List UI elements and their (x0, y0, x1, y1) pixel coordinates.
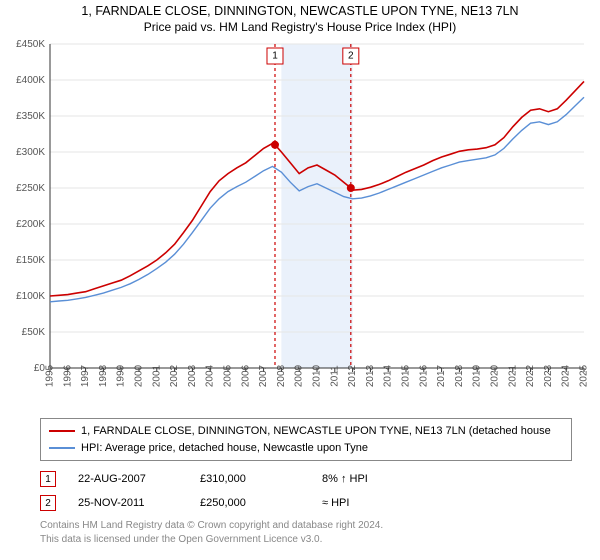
y-tick-label: £450K (16, 39, 45, 50)
footer-notes: Contains HM Land Registry data © Crown c… (40, 519, 572, 546)
chart-title: 1, FARNDALE CLOSE, DINNINGTON, NEWCASTLE… (0, 4, 600, 18)
legend-box: 1, FARNDALE CLOSE, DINNINGTON, NEWCASTLE… (40, 418, 572, 461)
legend-swatch (49, 430, 75, 432)
footer-line-2: This data is licensed under the Open Gov… (40, 533, 572, 547)
legend-swatch (49, 447, 75, 449)
legend-label: 1, FARNDALE CLOSE, DINNINGTON, NEWCASTLE… (81, 423, 551, 440)
sale-row: 2 25-NOV-2011 £250,000 ≈ HPI (40, 491, 572, 515)
y-tick-label: £350K (16, 111, 45, 122)
legend-row: HPI: Average price, detached house, Newc… (49, 440, 563, 457)
y-tick-label: £200K (16, 219, 45, 230)
sale-note: 8% ↑ HPI (322, 473, 422, 485)
footer-line-1: Contains HM Land Registry data © Crown c… (40, 519, 572, 533)
sale-price: £310,000 (200, 473, 300, 485)
chart-subtitle: Price paid vs. HM Land Registry's House … (0, 20, 600, 34)
y-tick-label: £300K (16, 147, 45, 158)
legend-label: HPI: Average price, detached house, Newc… (81, 440, 368, 457)
y-tick-label: £100K (16, 291, 45, 302)
sale-point (347, 184, 355, 192)
sale-point (271, 141, 279, 149)
sale-tag: 1 (40, 471, 56, 487)
chart-header: 1, FARNDALE CLOSE, DINNINGTON, NEWCASTLE… (0, 0, 600, 36)
y-tick-label: £50K (22, 327, 46, 338)
sale-note: ≈ HPI (322, 497, 422, 509)
sale-price: £250,000 (200, 497, 300, 509)
y-tick-label: £400K (16, 75, 45, 86)
legend-row: 1, FARNDALE CLOSE, DINNINGTON, NEWCASTLE… (49, 423, 563, 440)
y-tick-label: £150K (16, 255, 45, 266)
shaded-band (281, 44, 352, 368)
sale-tag: 2 (40, 495, 56, 511)
sale-date: 22-AUG-2007 (78, 473, 178, 485)
sales-list: 1 22-AUG-2007 £310,000 8% ↑ HPI 2 25-NOV-2011… (40, 467, 572, 515)
sale-marker-label: 2 (348, 51, 354, 62)
price-chart: £0£50K£100K£150K£200K£250K£300K£350K£400… (0, 36, 600, 416)
sale-date: 25-NOV-2011 (78, 497, 178, 509)
sale-marker-label: 1 (272, 51, 278, 62)
y-tick-label: £250K (16, 183, 45, 194)
chart-area: £0£50K£100K£150K£200K£250K£300K£350K£400… (0, 36, 600, 416)
sale-row: 1 22-AUG-2007 £310,000 8% ↑ HPI (40, 467, 572, 491)
